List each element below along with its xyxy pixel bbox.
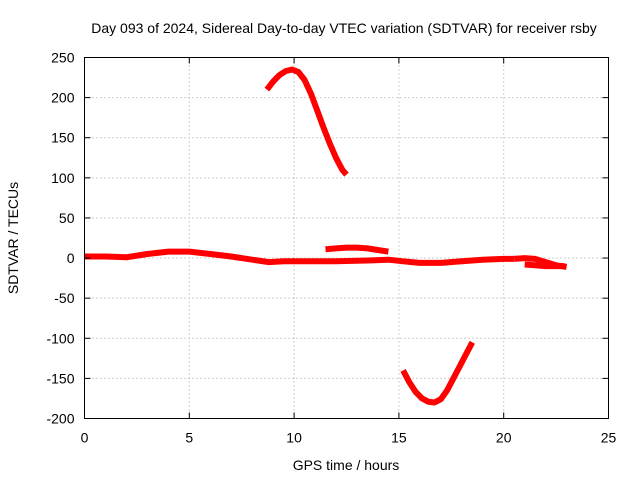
y-axis-label: SDTVAR / TECUs: [5, 182, 21, 294]
x-tick-label: 20: [496, 430, 512, 446]
x-axis-label: GPS time / hours: [293, 457, 400, 473]
series-arc-lower: [400, 340, 475, 406]
x-tick-label: 25: [601, 430, 617, 446]
y-tick-label: -150: [46, 370, 74, 386]
x-tick-label: 10: [286, 430, 302, 446]
x-tick-label: 0: [81, 430, 89, 446]
y-tick-label: 100: [51, 170, 75, 186]
series-baseline-a: [84, 248, 515, 266]
series-arc-upper: [264, 66, 349, 177]
series-baseline-c: [524, 261, 565, 270]
y-tick-label: 200: [51, 90, 75, 106]
plot-frame: [84, 57, 609, 419]
y-tick-label: 150: [51, 130, 75, 146]
x-tick-label: 15: [391, 430, 407, 446]
y-tick-label: -50: [54, 290, 74, 306]
y-tick-label: 0: [67, 250, 75, 266]
y-tick-label: 250: [51, 50, 75, 66]
chart-title: Day 093 of 2024, Sidereal Day-to-day VTE…: [91, 20, 597, 36]
y-tick-label: 50: [59, 210, 75, 226]
series-arc-mid: [325, 244, 389, 255]
y-tick-label: -100: [46, 330, 74, 346]
x-tick-label: 5: [185, 430, 193, 446]
y-tick-label: -200: [46, 411, 74, 427]
